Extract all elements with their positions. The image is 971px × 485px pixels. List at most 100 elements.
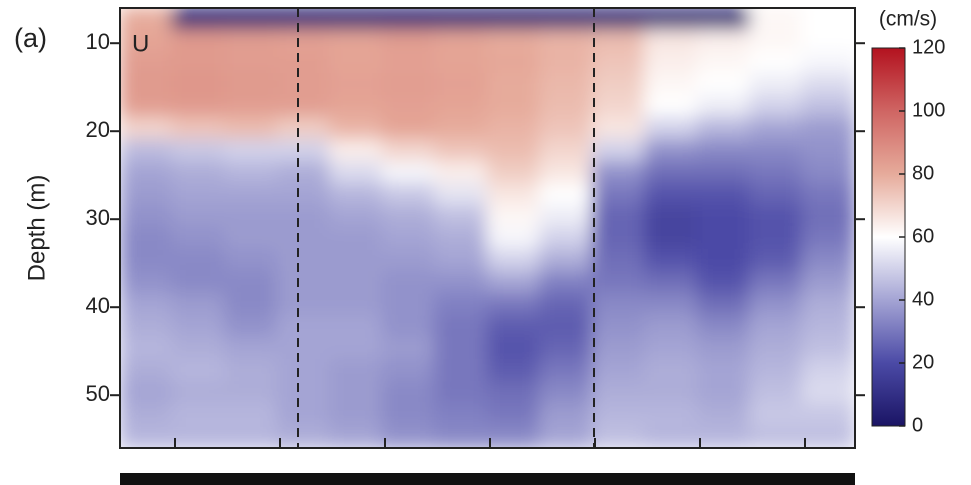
heat-cell	[539, 249, 594, 273]
heat-cell	[644, 205, 699, 229]
heat-cell	[224, 249, 279, 273]
heat-cell	[171, 227, 226, 251]
heat-cell	[120, 315, 174, 339]
heat-cell	[801, 95, 855, 119]
heat-cell	[801, 271, 855, 295]
heat-cell	[539, 227, 594, 251]
heat-cell	[749, 293, 804, 317]
heat-cell	[120, 73, 174, 97]
heat-cell	[749, 205, 804, 229]
heat-cell	[171, 51, 226, 75]
heat-cell	[329, 139, 384, 163]
heat-cell	[276, 271, 331, 295]
heat-cell	[801, 205, 855, 229]
heat-cell	[801, 381, 855, 405]
colorbar-tick-label: 100	[912, 99, 945, 121]
heat-cell	[801, 183, 855, 207]
heat-cell	[749, 8, 804, 31]
heat-cell	[276, 139, 331, 163]
heat-cell	[696, 381, 751, 405]
heat-cell	[434, 359, 489, 383]
heat-cell	[486, 161, 541, 185]
heat-cell	[696, 51, 751, 75]
heat-cell	[591, 293, 646, 317]
heat-cell	[171, 293, 226, 317]
heat-cell	[644, 227, 699, 251]
heat-cell	[486, 293, 541, 317]
colorbar-tick-label: 120	[912, 36, 945, 58]
heat-cell	[591, 139, 646, 163]
heat-cell	[120, 95, 174, 119]
heat-cell	[749, 95, 804, 119]
heat-cell	[276, 95, 331, 119]
heat-cell	[434, 51, 489, 75]
heat-cell	[696, 249, 751, 273]
heat-cell	[486, 8, 541, 31]
heat-cell	[749, 183, 804, 207]
heat-cell	[329, 315, 384, 339]
heat-cell	[224, 51, 279, 75]
heat-cell	[276, 359, 331, 383]
heat-cell	[224, 403, 279, 427]
heat-cell	[539, 161, 594, 185]
heat-cell	[329, 337, 384, 361]
heat-cell	[539, 337, 594, 361]
heat-cell	[381, 425, 436, 448]
heat-cell	[801, 139, 855, 163]
heat-cell	[120, 205, 174, 229]
heat-cell	[486, 183, 541, 207]
heat-cell	[276, 8, 331, 31]
heat-cell	[591, 205, 646, 229]
heat-cell	[329, 8, 384, 31]
heat-cell	[539, 381, 594, 405]
heat-cell	[696, 161, 751, 185]
heat-cell	[434, 95, 489, 119]
heat-cell	[120, 337, 174, 361]
colorbar-tick-label: 60	[912, 225, 934, 247]
heat-cell	[591, 271, 646, 295]
heat-cell	[539, 73, 594, 97]
heat-cell	[591, 8, 646, 31]
heat-cell	[486, 315, 541, 339]
heat-cell	[801, 227, 855, 251]
heat-cell	[644, 29, 699, 53]
heat-cell	[120, 161, 174, 185]
heat-cell	[276, 425, 331, 448]
heat-cell	[120, 293, 174, 317]
heat-cell	[591, 51, 646, 75]
heat-cell	[171, 161, 226, 185]
heat-cell	[171, 315, 226, 339]
annotation: U	[132, 30, 149, 57]
heat-cell	[171, 425, 226, 448]
heat-cell	[381, 139, 436, 163]
heat-cell	[749, 315, 804, 339]
heat-cell	[171, 73, 226, 97]
heat-cell	[171, 117, 226, 141]
heat-cell	[329, 51, 384, 75]
y-tick-label: 20	[86, 117, 110, 142]
heat-cell	[749, 403, 804, 427]
heat-cell	[120, 29, 174, 53]
heat-cell	[171, 403, 226, 427]
heat-cell	[224, 425, 279, 448]
heat-cell	[171, 139, 226, 163]
heat-cell	[381, 315, 436, 339]
heat-cell	[696, 403, 751, 427]
colorbar-tick-label: 40	[912, 288, 934, 310]
heat-cell	[329, 359, 384, 383]
heat-cell	[486, 271, 541, 295]
heat-cell	[434, 381, 489, 405]
colorbar-tick-label: 80	[912, 162, 934, 184]
heat-cell	[120, 51, 174, 75]
heat-cell	[276, 337, 331, 361]
heat-cell	[749, 161, 804, 185]
heat-cell	[749, 425, 804, 448]
heat-cell	[120, 359, 174, 383]
heat-cell	[434, 117, 489, 141]
heat-cell	[434, 337, 489, 361]
heat-cell	[224, 227, 279, 251]
heat-cell	[696, 73, 751, 97]
heat-cell	[224, 337, 279, 361]
heat-cell	[120, 381, 174, 405]
heat-cell	[696, 117, 751, 141]
